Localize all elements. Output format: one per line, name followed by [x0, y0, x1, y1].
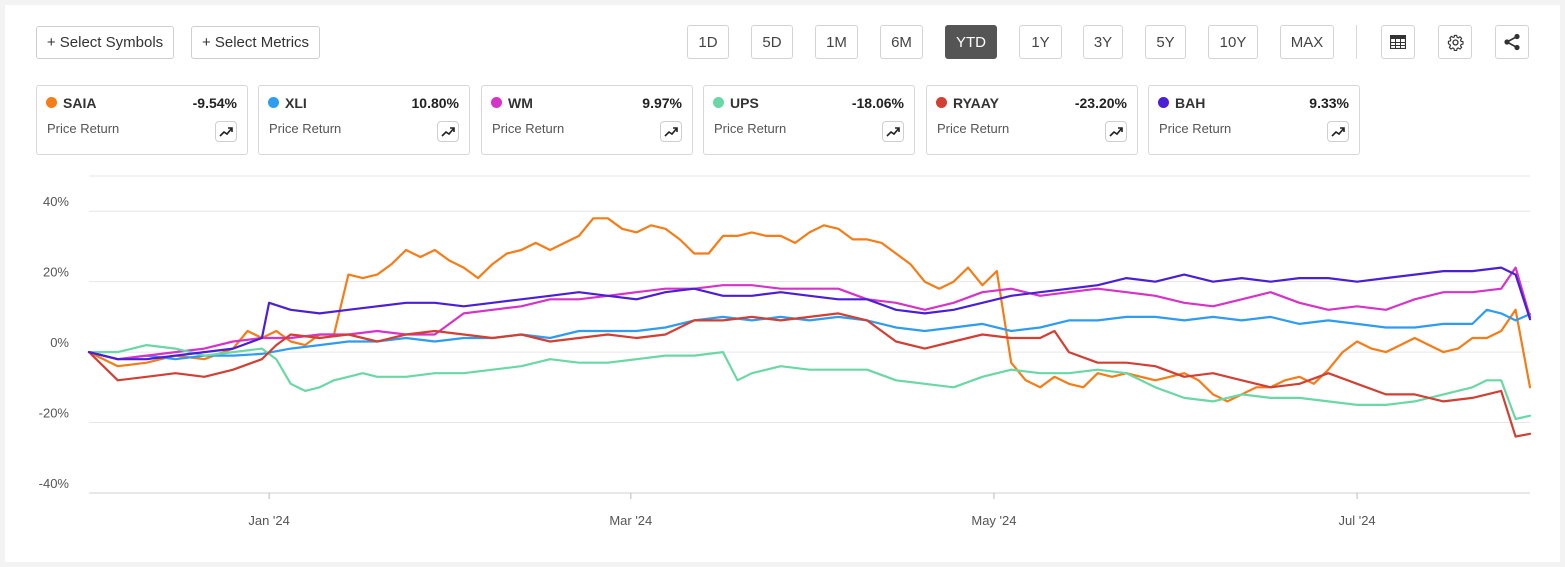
legend-metric: Price Return — [714, 121, 787, 136]
legend-value: -18.06% — [851, 95, 904, 111]
range-1y-button[interactable]: 1Y — [1019, 25, 1062, 59]
legend-symbol: BAH — [1175, 95, 1206, 111]
range-10y-button[interactable]: 10Y — [1208, 25, 1258, 59]
range-3y-button[interactable]: 3Y — [1083, 25, 1123, 59]
trending-up-icon — [219, 126, 233, 137]
range-5y-button[interactable]: 5Y — [1145, 25, 1186, 59]
settings-button[interactable] — [1438, 25, 1472, 59]
legend-card-ups[interactable]: UPS -18.06% Price Return — [703, 85, 915, 155]
trending-up-icon — [1331, 126, 1345, 137]
legend-metric: Price Return — [1159, 121, 1232, 136]
legend-value: 10.80% — [411, 95, 459, 111]
legend-metric: Price Return — [492, 121, 565, 136]
legend-value: -23.20% — [1074, 95, 1127, 111]
trending-up-icon — [1109, 126, 1123, 137]
select-symbols-button[interactable]: + Select Symbols — [36, 26, 174, 59]
trend-chart-button[interactable] — [215, 121, 237, 142]
legend-symbol: XLI — [285, 95, 307, 111]
legend-symbol: RYAAY — [953, 95, 999, 111]
series-color-dot — [46, 97, 57, 108]
range-ytd-button[interactable]: YTD — [945, 25, 997, 59]
gear-icon — [1447, 34, 1464, 51]
series-color-dot — [936, 97, 947, 108]
legend-card-bah[interactable]: BAH 9.33% Price Return — [1148, 85, 1360, 155]
series-color-dot — [491, 97, 502, 108]
trend-chart-button[interactable] — [1105, 121, 1127, 142]
trending-up-icon — [441, 126, 455, 137]
share-icon — [1504, 33, 1520, 51]
legend-value: 9.97% — [642, 95, 682, 111]
legend-card-ryaay[interactable]: RYAAY -23.20% Price Return — [926, 85, 1138, 155]
trend-chart-button[interactable] — [1327, 121, 1349, 142]
share-button[interactable] — [1495, 25, 1529, 59]
toolbar-divider — [1356, 25, 1357, 59]
select-metrics-button[interactable]: + Select Metrics — [191, 26, 320, 59]
legend-card-saia[interactable]: SAIA -9.54% Price Return — [36, 85, 248, 155]
trending-up-icon — [886, 126, 900, 137]
legend-metric: Price Return — [47, 121, 120, 136]
trend-chart-button[interactable] — [660, 121, 682, 142]
series-color-dot — [713, 97, 724, 108]
legend-symbol: SAIA — [63, 95, 97, 111]
legend-card-xli[interactable]: XLI 10.80% Price Return — [258, 85, 470, 155]
legend-metric: Price Return — [937, 121, 1010, 136]
range-5d-button[interactable]: 5D — [751, 25, 793, 59]
series-color-dot — [1158, 97, 1169, 108]
range-1m-button[interactable]: 1M — [815, 25, 858, 59]
series-color-dot — [268, 97, 279, 108]
legend-card-wm[interactable]: WM 9.97% Price Return — [481, 85, 693, 155]
legend-metric: Price Return — [269, 121, 342, 136]
trend-chart-button[interactable] — [882, 121, 904, 142]
range-6m-button[interactable]: 6M — [880, 25, 923, 59]
legend-symbol: WM — [508, 95, 533, 111]
range-max-button[interactable]: MAX — [1280, 25, 1334, 59]
legend-value: -9.54% — [192, 95, 237, 111]
table-icon — [1390, 35, 1406, 49]
trend-chart-button[interactable] — [437, 121, 459, 142]
legend-value: 9.33% — [1309, 95, 1349, 111]
table-view-button[interactable] — [1381, 25, 1415, 59]
trending-up-icon — [664, 126, 678, 137]
range-1d-button[interactable]: 1D — [687, 25, 729, 59]
legend-symbol: UPS — [730, 95, 759, 111]
